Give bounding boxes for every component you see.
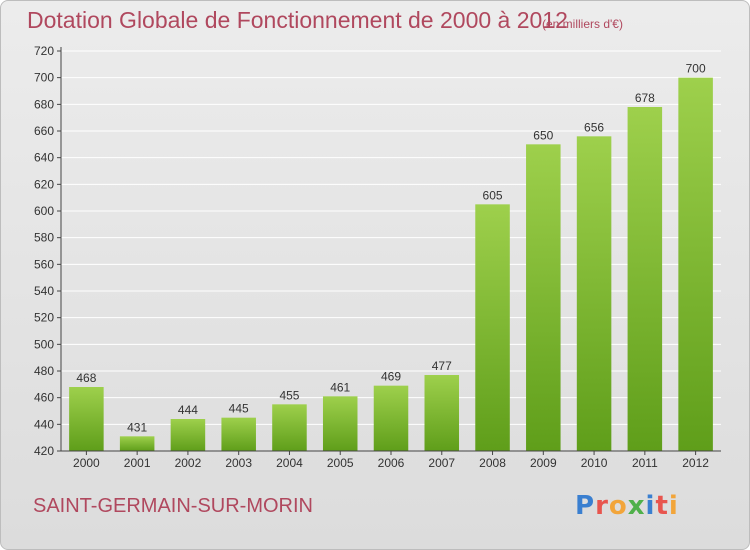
bar — [170, 419, 206, 451]
x-tick-label: 2003 — [225, 456, 252, 470]
logo-letter: x — [627, 491, 646, 521]
x-tick-label: 2010 — [581, 456, 608, 470]
y-tick-label: 580 — [34, 231, 54, 245]
x-tick-label: 2006 — [378, 456, 405, 470]
data-label: 656 — [584, 120, 604, 134]
y-tick-label: 700 — [34, 71, 54, 85]
y-tick-label: 460 — [34, 391, 54, 405]
data-label: 455 — [279, 388, 299, 402]
y-tick-label: 600 — [34, 204, 54, 218]
y-tick-label: 560 — [34, 257, 54, 271]
x-tick-label: 2007 — [428, 456, 455, 470]
data-label: 477 — [432, 359, 452, 373]
x-tick-label: 2001 — [124, 456, 151, 470]
y-tick-label: 660 — [34, 124, 54, 138]
logo-letter: i — [645, 491, 656, 521]
data-label: 431 — [127, 420, 147, 434]
bar — [424, 375, 460, 451]
data-label: 445 — [229, 402, 249, 416]
y-tick-label: 720 — [34, 44, 54, 58]
x-tick-label: 2002 — [175, 456, 202, 470]
logo-letter: P — [575, 491, 596, 521]
chart-subtitle: (en milliers d'€) — [542, 17, 623, 31]
y-tick-label: 500 — [34, 337, 54, 351]
bar — [373, 385, 409, 451]
x-tick-label: 2011 — [632, 456, 658, 470]
data-label: 650 — [533, 128, 553, 142]
x-tick-label: 2004 — [276, 456, 303, 470]
y-tick-label: 540 — [34, 284, 54, 298]
y-tick-label: 680 — [34, 97, 54, 111]
bar — [119, 436, 155, 451]
gridlines — [61, 50, 721, 425]
logo-letter: r — [595, 491, 609, 521]
data-label: 700 — [686, 62, 706, 76]
axes: 420 440 460 480 500 520 540 560 580 600 620 640 660 6… — [34, 44, 721, 470]
bar — [69, 387, 104, 451]
data-label: 605 — [483, 188, 503, 202]
bar — [221, 417, 256, 451]
data-label: 444 — [178, 403, 198, 417]
bar — [526, 144, 561, 452]
bar — [272, 404, 307, 451]
bar — [475, 204, 510, 451]
bars — [69, 77, 713, 452]
logo-letter: t — [655, 491, 669, 521]
y-tick-label: 420 — [34, 444, 54, 458]
x-tick-label: 2005 — [327, 456, 354, 470]
logo-letter: o — [608, 491, 628, 521]
data-label: 461 — [330, 380, 350, 394]
commune-name: SAINT-GERMAIN-SUR-MORIN — [33, 495, 313, 517]
bar — [678, 77, 713, 452]
data-label: 468 — [76, 371, 96, 385]
x-tick-label: 2000 — [73, 456, 100, 470]
chart-title: Dotation Globale de Fonctionnement de 20… — [27, 7, 568, 33]
y-tick-label: 440 — [34, 417, 54, 431]
y-tick-label: 640 — [34, 151, 54, 165]
y-tick-label: 480 — [34, 364, 54, 378]
bar — [322, 396, 358, 451]
x-tick-label: 2008 — [479, 456, 506, 470]
x-tick-label: 2009 — [530, 456, 557, 470]
bar — [576, 136, 612, 452]
data-label: 678 — [635, 91, 655, 105]
x-tick-label: 2012 — [682, 456, 709, 470]
data-label: 469 — [381, 370, 401, 384]
labels: 468 431 444 445 455 461 469 477 605 650 656 678 700 — [76, 62, 706, 435]
bar — [627, 107, 663, 451]
proxiti-logo: Proxiti — [575, 491, 679, 521]
y-tick-label: 620 — [34, 177, 54, 191]
logo-letter: i — [668, 491, 679, 521]
y-tick-label: 520 — [34, 311, 54, 325]
